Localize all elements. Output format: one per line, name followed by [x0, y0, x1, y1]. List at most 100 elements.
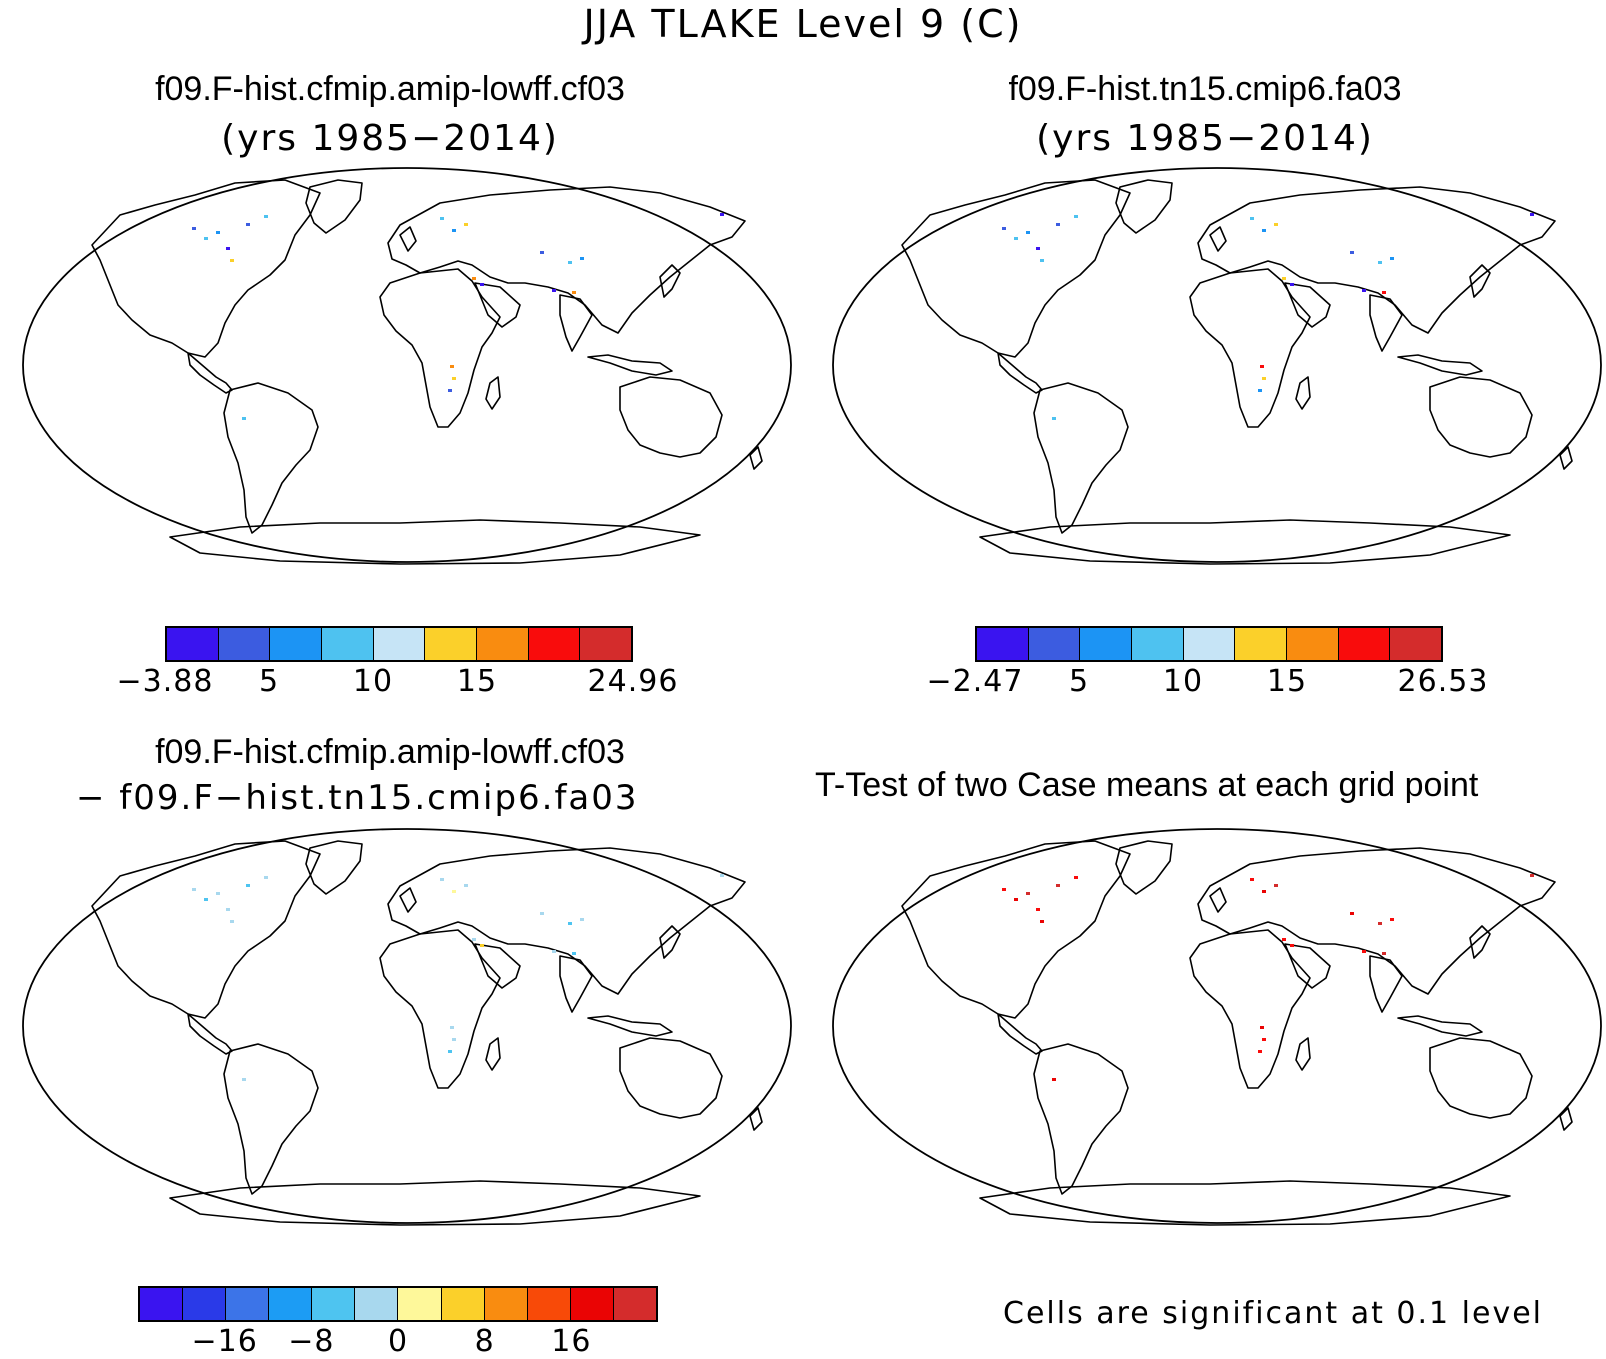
lake-cell: [552, 950, 556, 953]
coastline-africa: [1189, 268, 1311, 428]
lake-cell: [440, 217, 444, 220]
coastline-uk: [399, 226, 417, 252]
coastline-new-zealand: [749, 446, 763, 470]
lake-cell: [720, 874, 724, 877]
colorbar-tick-label: −2.47: [926, 664, 1024, 699]
lake-cell: [226, 908, 230, 911]
coastline-eurasia: [1197, 186, 1556, 334]
coastline-arabia: [474, 943, 521, 989]
coastline-arabia: [1284, 943, 1331, 989]
colorbar-tick-label: 16: [551, 1324, 592, 1359]
lake-cell: [246, 223, 250, 226]
coastline-north-america: [91, 840, 321, 1019]
coastline-australia: [1429, 1037, 1533, 1119]
lake-cell: [204, 237, 208, 240]
panel-bottom-right-title: T-Test of two Case means at each grid po…: [815, 766, 1479, 804]
lake-cell: [568, 261, 572, 264]
colorbar-swatch: [1390, 628, 1442, 660]
colorbar-tick-label: 24.96: [587, 664, 679, 699]
lake-cell: [1250, 878, 1254, 881]
coastline-antarctica: [169, 519, 701, 565]
coastline-australia: [619, 1037, 723, 1119]
colorbar-tick-label: 8: [474, 1324, 495, 1359]
figure-title: JJA TLAKE Level 9 (C): [583, 2, 1023, 46]
lake-cell: [1036, 908, 1040, 911]
coastline-central-america: [187, 1013, 233, 1055]
coastline-antarctica: [979, 519, 1511, 565]
colorbar-swatch: [1338, 628, 1391, 660]
colorbar-top-right: [975, 626, 1443, 662]
lake-cell: [472, 938, 476, 941]
coastline-central-america: [997, 1013, 1043, 1055]
colorbar-tick-label: 5: [1068, 664, 1090, 699]
lake-cell: [226, 247, 230, 250]
lake-cell: [230, 259, 234, 262]
lake-cell: [1002, 888, 1006, 891]
lake-cell: [264, 215, 268, 218]
coastline-south-america: [223, 1043, 319, 1195]
coastline-australia: [619, 376, 723, 458]
lake-cell: [246, 884, 250, 887]
lake-cell: [230, 920, 234, 923]
panel-top-left-case: f09.F-hist.cfmip.amip-lowff.cf03: [155, 70, 625, 108]
coastline-japan: [1469, 925, 1491, 959]
colorbar-tick-label: 0: [387, 1324, 409, 1359]
map-boundary: [22, 828, 792, 1224]
lake-cell: [1040, 920, 1044, 923]
coastline-antarctica: [169, 1180, 701, 1226]
colorbar-swatch: [528, 628, 581, 660]
colorbar-swatch: [527, 1288, 571, 1320]
lake-cell: [1362, 289, 1366, 292]
coastline-madagascar: [1295, 1037, 1311, 1071]
lake-cell: [448, 1050, 452, 1053]
coastline-indonesia: [587, 354, 673, 376]
lake-cell: [1056, 223, 1060, 226]
lake-cell: [1378, 922, 1382, 925]
lake-cell: [1290, 944, 1294, 947]
lake-cell: [1282, 277, 1286, 280]
coastline-uk: [399, 887, 417, 913]
colorbar-swatch: [322, 628, 374, 660]
coastline-india: [1369, 294, 1403, 352]
colorbar-swatch: [312, 1288, 356, 1320]
lake-cell: [440, 878, 444, 881]
lake-cell: [1260, 365, 1264, 368]
colorbar-swatch: [1287, 628, 1339, 660]
coastline-antarctica: [979, 1180, 1511, 1226]
colorbar-top-left: [165, 626, 633, 662]
coastline-south-america: [1033, 382, 1129, 534]
coastline-indonesia: [1397, 1015, 1483, 1037]
lake-cell: [720, 213, 724, 216]
colorbar-swatch: [355, 1288, 399, 1320]
colorbar-tick-label: 10: [352, 664, 394, 699]
lake-cell: [1390, 257, 1394, 260]
coastline-india: [1369, 955, 1403, 1013]
lake-cell: [242, 1078, 246, 1081]
lake-cell: [464, 884, 468, 887]
colorbar-tick-label: −8: [288, 1324, 335, 1359]
coastline-africa: [379, 268, 501, 428]
panel-top-right-years: (yrs 1985−2014): [1036, 118, 1374, 159]
colorbar-tick-label: −3.88: [116, 664, 214, 699]
lake-cell: [216, 892, 220, 895]
colorbar-swatch: [484, 1288, 528, 1320]
lake-cell: [1258, 1050, 1262, 1053]
colorbar-swatch: [977, 628, 1029, 660]
coastline-japan: [659, 925, 681, 959]
lake-cell: [1026, 892, 1030, 895]
lake-cell: [242, 417, 246, 420]
lake-cell: [1382, 952, 1386, 955]
coastline-new-zealand: [749, 1107, 763, 1131]
coastline-arabia: [1284, 282, 1331, 328]
lake-cell: [580, 257, 584, 260]
lake-cell: [1262, 1038, 1266, 1041]
coastline-eurasia: [387, 847, 746, 995]
panel-bottom-left-case-a: f09.F-hist.cfmip.amip-lowff.cf03: [155, 733, 625, 771]
lake-cell: [204, 898, 208, 901]
lake-cell: [572, 952, 576, 955]
lake-cell: [1036, 247, 1040, 250]
coastline-madagascar: [1295, 376, 1311, 410]
map-boundary: [22, 167, 792, 563]
colorbar-swatch: [1183, 628, 1236, 660]
coastline-new-zealand: [1559, 1107, 1573, 1131]
